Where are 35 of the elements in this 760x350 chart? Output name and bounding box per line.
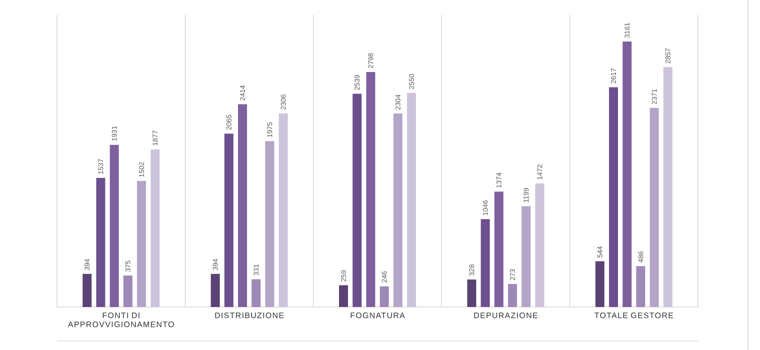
bar	[278, 113, 288, 307]
bar	[380, 286, 389, 307]
bar	[210, 274, 220, 307]
bar	[393, 114, 402, 307]
bar	[339, 285, 348, 307]
bar	[608, 87, 618, 307]
x-tick-label: TOTALE GESTORE	[594, 312, 674, 318]
bar	[265, 141, 274, 307]
bar	[123, 275, 132, 307]
bar	[480, 219, 490, 307]
bar	[650, 108, 659, 307]
bar	[636, 266, 646, 307]
bar	[494, 192, 504, 307]
bar	[137, 180, 146, 307]
bar	[595, 261, 604, 307]
bar	[366, 72, 376, 307]
bar	[522, 206, 531, 307]
bar	[224, 134, 234, 307]
bar	[352, 94, 362, 307]
x-tick-label: DEPURAZIONE	[474, 312, 538, 318]
x-tick-label: FOGNATURA	[350, 312, 405, 318]
bar	[82, 274, 92, 307]
bar	[407, 92, 416, 307]
bar	[508, 284, 517, 307]
bar	[252, 279, 261, 307]
bar	[238, 104, 248, 307]
x-tick-label: FONTI DI APPROVVIGIONAMENTO	[68, 312, 174, 328]
bar	[96, 178, 106, 307]
bar	[150, 149, 160, 307]
bar	[535, 183, 544, 307]
x-tick-label: DISTRIBUZIONE	[215, 312, 284, 318]
bar	[622, 42, 632, 307]
bar	[467, 279, 476, 307]
bar	[663, 67, 672, 307]
bar	[110, 144, 119, 307]
